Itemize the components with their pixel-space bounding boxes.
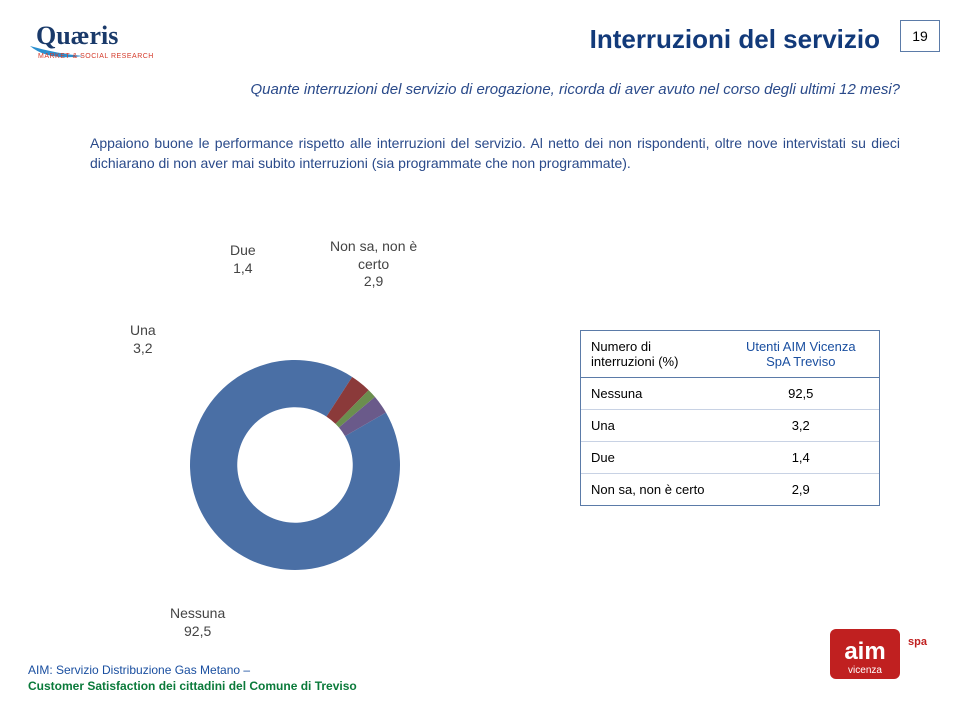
table-row-value: 92,5 (723, 378, 880, 410)
table-row-label: Non sa, non è certo (581, 474, 723, 506)
table-row-value: 1,4 (723, 442, 880, 474)
table-row: Due1,4 (581, 442, 879, 474)
svg-text:MARKET & SOCIAL RESEARCH: MARKET & SOCIAL RESEARCH (38, 53, 154, 60)
table-row-value: 3,2 (723, 410, 880, 442)
page-number-text: 19 (912, 28, 928, 44)
donut-svg-wrap (180, 350, 410, 580)
svg-text:aim: aim (844, 638, 885, 665)
page-number: 19 (900, 20, 940, 52)
table-row-value: 2,9 (723, 474, 880, 506)
table-row-label: Una (581, 410, 723, 442)
svg-text:spa: spa (908, 636, 928, 648)
svg-text:vicenza: vicenza (848, 665, 882, 676)
table-header-col1: Numero di interruzioni (%) (581, 331, 723, 378)
logo-quaeris: Quæris MARKET & SOCIAL RESEARCH (28, 16, 188, 71)
chart-label-una: Una3,2 (130, 322, 156, 357)
footer-text: AIM: Servizio Distribuzione Gas Metano –… (28, 662, 357, 694)
logo-aim: aim vicenza spa (830, 629, 930, 694)
data-table: Numero di interruzioni (%) Utenti AIM Vi… (580, 330, 880, 506)
question-text: Quante interruzioni del servizio di erog… (90, 80, 900, 100)
table-row-label: Due (581, 442, 723, 474)
slide-title: Interruzioni del servizio (590, 24, 880, 55)
chart-label-nonsa: Non sa, non ècerto2,9 (330, 238, 417, 291)
table-row: Non sa, non è certo2,9 (581, 474, 879, 506)
table-row: Una3,2 (581, 410, 879, 442)
chart-label-due: Due1,4 (230, 242, 256, 277)
footer-line2: Customer Satisfaction dei cittadini del … (28, 679, 357, 693)
table-row-label: Nessuna (581, 378, 723, 410)
table-row: Nessuna92,5 (581, 378, 879, 410)
slide-title-text: Interruzioni del servizio (590, 24, 880, 54)
footer-line1: AIM: Servizio Distribuzione Gas Metano – (28, 663, 250, 677)
body-text: Appaiono buone le performance rispetto a… (90, 134, 900, 173)
table-header-col2: Utenti AIM Vicenza SpA Treviso (723, 331, 880, 378)
chart-label-nessuna: Nessuna92,5 (170, 605, 225, 640)
svg-text:Quæris: Quæris (36, 21, 118, 50)
donut-chart: Due1,4 Non sa, non ècerto2,9 Una3,2 Ness… (70, 230, 510, 650)
